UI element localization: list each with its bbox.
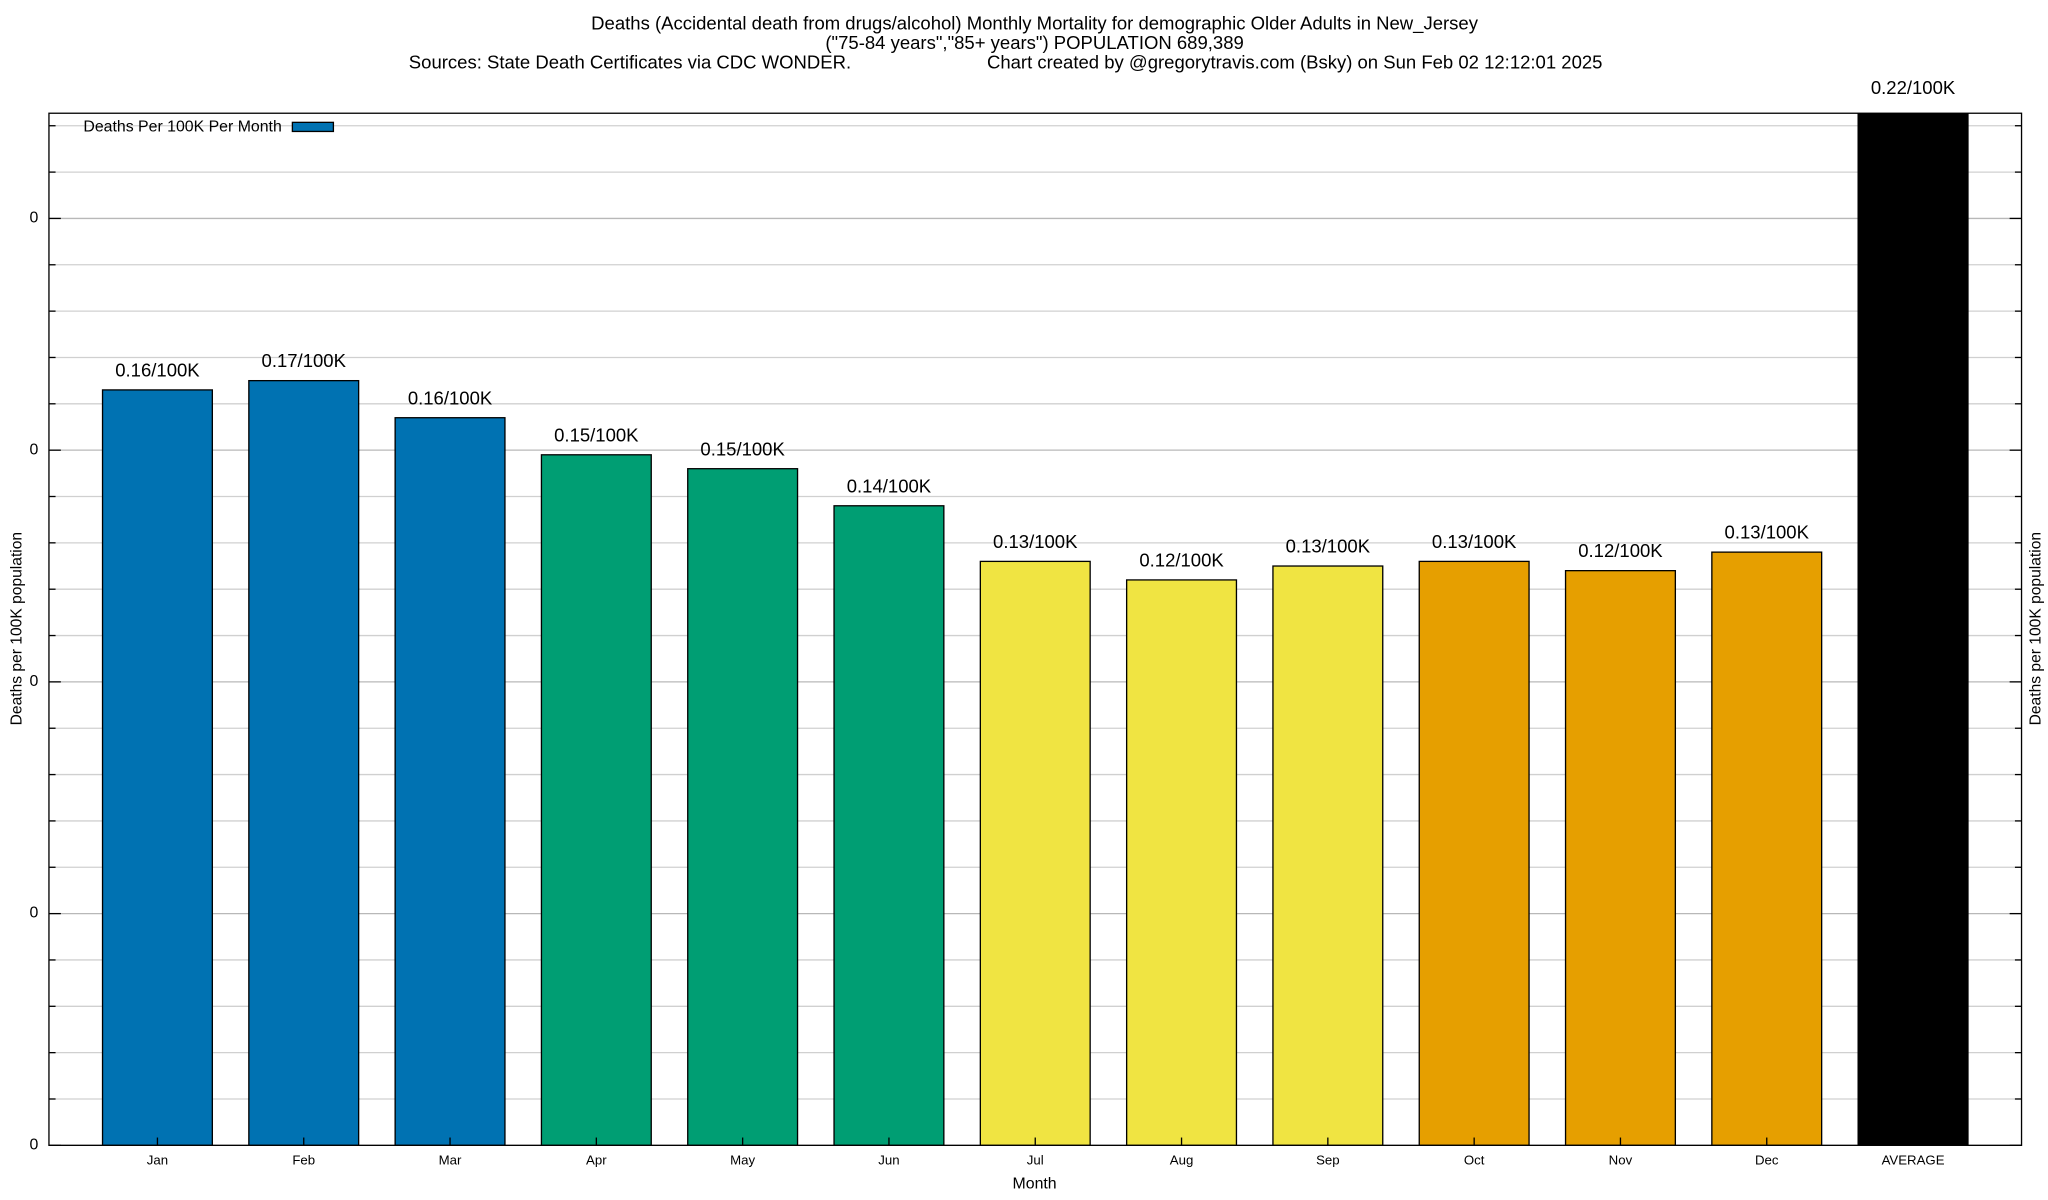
bar [1418,560,1530,1146]
value-label: 0.13/100K [993,531,1078,552]
legend-label: Deaths Per 100K Per Month [83,119,281,136]
y-tick-label: 0 [30,441,39,458]
bars [101,113,1969,1146]
bar [1857,113,1969,1146]
plot-frame [48,112,2023,1146]
x-tick-label: Feb [292,1152,315,1167]
y-tick-label: 0 [30,673,39,690]
value-label: 0.14/100K [847,476,932,497]
value-label: 0.15/100K [554,425,639,446]
bar [833,505,945,1146]
bar [1711,551,1823,1146]
x-tick-label: May [730,1152,755,1167]
bar [1564,570,1677,1146]
chart-subtitle: ("75-84 years","85+ years") POPULATION 6… [825,32,1243,53]
legend-swatch [291,121,335,133]
chart-title: Deaths (Accidental death from drugs/alco… [591,13,1479,35]
value-label: 0.22/100K [1871,77,1956,98]
x-tick-label: Nov [1609,1152,1633,1167]
y-axis-label-right: Deaths per 100K population [2027,532,2044,725]
x-tick-label: Dec [1755,1152,1779,1167]
y-axis-label: Deaths per 100K population [8,532,25,725]
bar [979,560,1091,1146]
value-label: 0.15/100K [700,438,785,459]
bar [1272,565,1384,1146]
value-label: 0.12/100K [1578,540,1663,561]
x-tick-label: Oct [1464,1152,1485,1167]
x-tick-label: Mar [439,1152,462,1167]
y-tick-label: 0 [30,1137,39,1154]
value-label: 0.13/100K [1286,536,1371,557]
value-label: 0.16/100K [408,387,493,408]
value-label: 0.12/100K [1139,550,1224,571]
x-tick-label: Jun [878,1152,899,1167]
bar [1125,579,1238,1146]
bar [101,389,214,1146]
y-tick-label: 0 [30,905,39,922]
x-tick-label: Jul [1027,1152,1044,1167]
bar [394,417,506,1146]
value-label: 0.13/100K [1725,522,1810,543]
value-label: 0.17/100K [262,350,347,371]
x-tick-label: AVERAGE [1882,1152,1945,1167]
chart-credit: Chart created by @gregorytravis.com (Bsk… [987,52,1603,73]
bar [540,454,652,1146]
bar [248,379,360,1146]
y-tick-label: 0 [30,210,39,227]
value-label: 0.16/100K [115,360,200,381]
value-label: 0.13/100K [1432,531,1517,552]
x-tick-label: Apr [586,1152,607,1167]
chart-source: Sources: State Death Certificates via CD… [409,52,851,73]
bar [687,468,799,1146]
x-tick-label: Sep [1316,1152,1340,1167]
x-tick-label: Aug [1170,1152,1194,1167]
x-axis-label: Month [1013,1176,1057,1193]
x-tick-label: Jan [147,1152,168,1167]
